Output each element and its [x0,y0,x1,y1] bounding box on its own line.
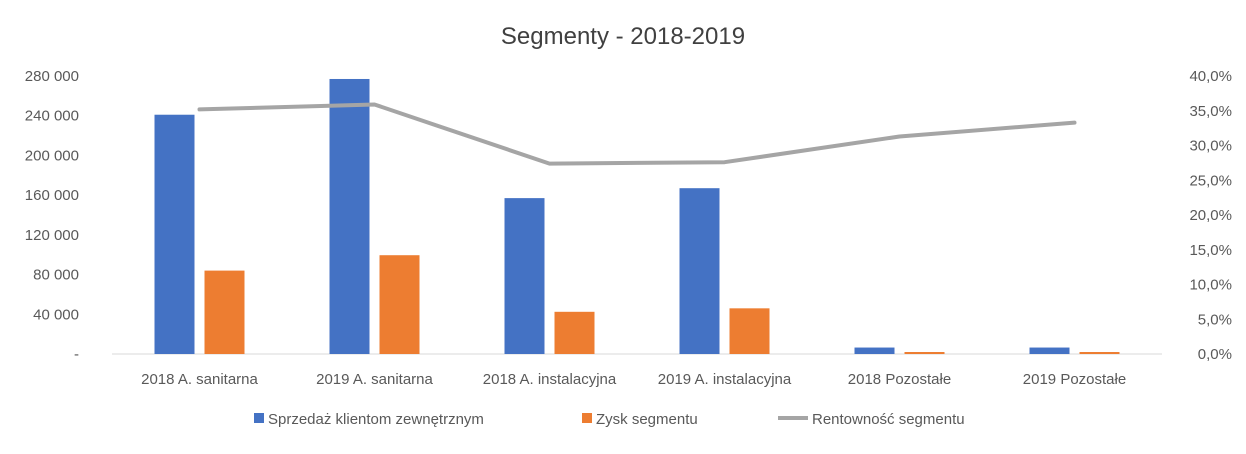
bar [204,270,245,354]
series-line [197,102,1077,166]
bar [679,188,720,354]
category-label: 2018 Pozostałe [848,371,951,388]
bar [729,308,770,354]
left-tick-label: 280 000 [25,68,79,85]
bar [154,114,195,354]
right-tick-label: 15,0% [1189,242,1232,259]
bar [1029,347,1070,354]
legend-label: Rentowność segmentu [812,411,965,428]
bar [854,347,895,354]
right-tick-label: 40,0% [1189,68,1232,85]
right-tick-label: 5,0% [1198,311,1232,328]
legend-swatch [582,413,592,423]
bar [1079,352,1120,354]
right-tick-label: 25,0% [1189,172,1232,189]
left-tick-label: 160 000 [25,187,79,204]
category-label: 2018 A. instalacyjna [483,371,617,388]
category-labels: 2018 A. sanitarna 2019 A. sanitarna 2018 A… [141,371,1126,388]
category-label: 2019 A. instalacyjna [658,371,792,388]
right-tick-label: 30,0% [1189,138,1232,155]
left-tick-label: 80 000 [33,267,79,284]
legend-swatch [254,413,264,423]
category-label: 2019 Pozostałe [1023,371,1126,388]
left-axis-ticks: - 40 000 80 000 120 000 160 000 200 000 240 00… [25,68,79,363]
bar [329,78,370,354]
left-tick-label: 120 000 [25,227,79,244]
left-tick-label: 240 000 [25,108,79,125]
left-tick-label: - [74,346,79,363]
bar [504,198,545,354]
right-tick-label: 0,0% [1198,346,1232,363]
bar [904,352,945,354]
right-tick-label: 35,0% [1189,103,1232,120]
profitability-line [197,102,1077,166]
category-label: 2019 A. sanitarna [316,371,433,388]
category-label: 2018 A. sanitarna [141,371,258,388]
legend: Sprzedaż klientom zewnętrznym Zysk segmen… [254,411,965,428]
right-axis-ticks: 0,0% 5,0% 10,0% 15,0% 20,0% 25,0% 30,0% 35,0% 40… [1189,68,1232,363]
bar [379,255,420,354]
right-tick-label: 20,0% [1189,207,1232,224]
legend-label: Zysk segmentu [596,411,698,428]
left-tick-label: 200 000 [25,147,79,164]
legend-label: Sprzedaż klientom zewnętrznym [268,411,484,428]
bars [154,78,1120,354]
bar [554,311,595,354]
right-tick-label: 10,0% [1189,277,1232,294]
chart-title: Segmenty - 2018-2019 [501,23,745,50]
left-tick-label: 40 000 [33,306,79,323]
